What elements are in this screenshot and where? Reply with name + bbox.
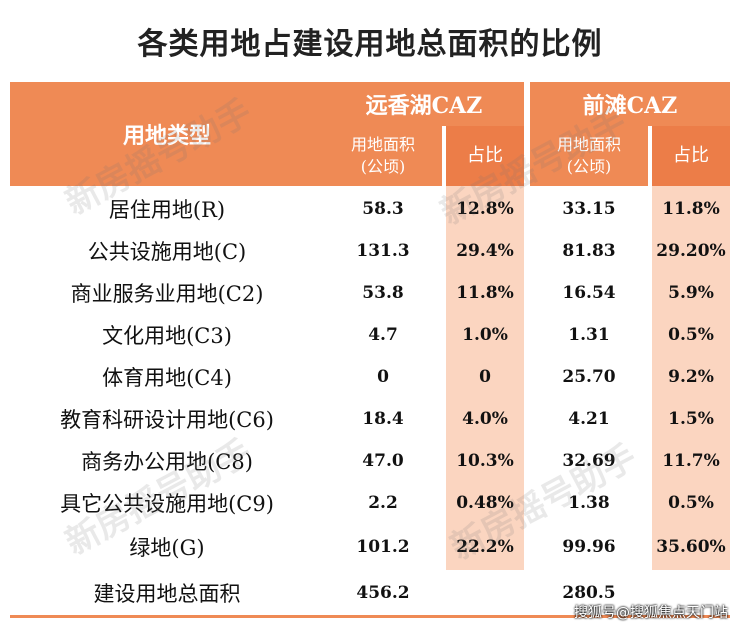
header-area-line2: (公顷) [360, 157, 406, 176]
area-value: 58.3 [362, 199, 404, 219]
pct-column-shade [652, 186, 730, 570]
header-pct-col-2: 占比 [652, 126, 730, 186]
header-land-type: 用地类型 [10, 82, 324, 186]
pct-value: 11.8% [662, 199, 720, 219]
pct-value: 22.2% [456, 537, 514, 557]
header-area-col-1: 用地面积 (公顷) [324, 126, 442, 186]
pct-value: 5.9% [668, 283, 714, 303]
land-type-name: 具它公共设施用地(C9) [60, 492, 274, 516]
pct-value: 29.4% [456, 241, 514, 261]
pct-column-shade [446, 186, 524, 570]
land-type-name: 教育科研设计用地(C6) [60, 408, 274, 432]
area-value: 0 [377, 367, 389, 387]
bottom-divider [10, 615, 730, 618]
land-type-name: 建设用地总面积 [93, 582, 241, 606]
pct-value: 29.20% [656, 241, 726, 261]
area-value: 33.15 [562, 199, 616, 219]
land-type-name: 文化用地(C3) [102, 324, 232, 348]
header-area-line1: 用地面积 [556, 135, 621, 154]
table-row: 商业服务业用地(C2) 53.8 11.8% 16.54 5.9% [0, 272, 740, 314]
area-value: 99.96 [562, 537, 616, 557]
pct-value: 0.5% [668, 325, 714, 345]
header-group-qiantan: 前滩CAZ [530, 82, 730, 126]
area-value: 81.83 [562, 241, 616, 261]
area-value: 4.21 [568, 409, 610, 429]
pct-value: 4.0% [462, 409, 508, 429]
pct-value: 11.7% [662, 451, 720, 471]
pct-value: 9.2% [668, 367, 714, 387]
area-value: 1.31 [568, 325, 610, 345]
header-area-line1: 用地面积 [350, 135, 415, 154]
table-row: 商务办公用地(C8) 47.0 10.3% 32.69 11.7% [0, 440, 740, 482]
area-value: 16.54 [562, 283, 616, 303]
header-pct-col-1: 占比 [446, 126, 524, 186]
land-type-name: 体育用地(C4) [102, 366, 232, 390]
area-value: 32.69 [562, 451, 616, 471]
land-type-name: 商务办公用地(C8) [81, 450, 253, 474]
area-value: 4.7 [368, 325, 398, 345]
pct-value: 0.48% [456, 493, 514, 513]
table-row: 体育用地(C4) 0 0 25.70 9.2% [0, 356, 740, 398]
pct-value: 10.3% [456, 451, 514, 471]
pct-value: 0 [479, 367, 491, 387]
pct-value: 12.8% [456, 199, 514, 219]
pct-value: 11.8% [456, 283, 514, 303]
table-row: 具它公共设施用地(C9) 2.2 0.48% 1.38 0.5% [0, 482, 740, 524]
area-value: 1.38 [568, 493, 610, 513]
table-row-total: 建设用地总面积 456.2 280.5 [0, 572, 740, 614]
table-row: 居住用地(R) 58.3 12.8% 33.15 11.8% [0, 188, 740, 230]
header-area-col-2: 用地面积 (公顷) [530, 126, 648, 186]
page-title: 各类用地占建设用地总面积的比例 [137, 27, 603, 62]
area-value: 456.2 [356, 583, 410, 603]
area-value: 18.4 [362, 409, 404, 429]
land-type-name: 绿地(G) [129, 536, 205, 560]
land-type-name: 商业服务业用地(C2) [70, 282, 264, 306]
pct-value: 35.60% [656, 537, 726, 557]
area-value: 47.0 [362, 451, 404, 471]
area-value: 53.8 [362, 283, 404, 303]
area-value: 25.70 [562, 367, 616, 387]
table-row: 文化用地(C3) 4.7 1.0% 1.31 0.5% [0, 314, 740, 356]
table-row: 教育科研设计用地(C6) 18.4 4.0% 4.21 1.5% [0, 398, 740, 440]
pct-value [446, 572, 524, 614]
table-row: 公共设施用地(C) 131.3 29.4% 81.83 29.20% [0, 230, 740, 272]
pct-value: 0.5% [668, 493, 714, 513]
area-value: 101.2 [356, 537, 410, 557]
table-row: 绿地(G) 101.2 22.2% 99.96 35.60% [0, 526, 740, 568]
land-type-name: 居住用地(R) [108, 198, 226, 222]
area-value: 131.3 [356, 241, 410, 261]
header-group-yuanxianghu: 远香湖CAZ [324, 82, 524, 126]
area-value: 2.2 [368, 493, 398, 513]
land-type-name: 公共设施用地(C) [87, 240, 247, 264]
pct-value: 1.0% [462, 325, 508, 345]
area-value: 280.5 [562, 583, 616, 603]
source-credit: 搜狐号@搜狐焦点天门站 [574, 605, 728, 621]
pct-value: 1.5% [668, 409, 714, 429]
header-area-line2: (公顷) [566, 157, 612, 176]
